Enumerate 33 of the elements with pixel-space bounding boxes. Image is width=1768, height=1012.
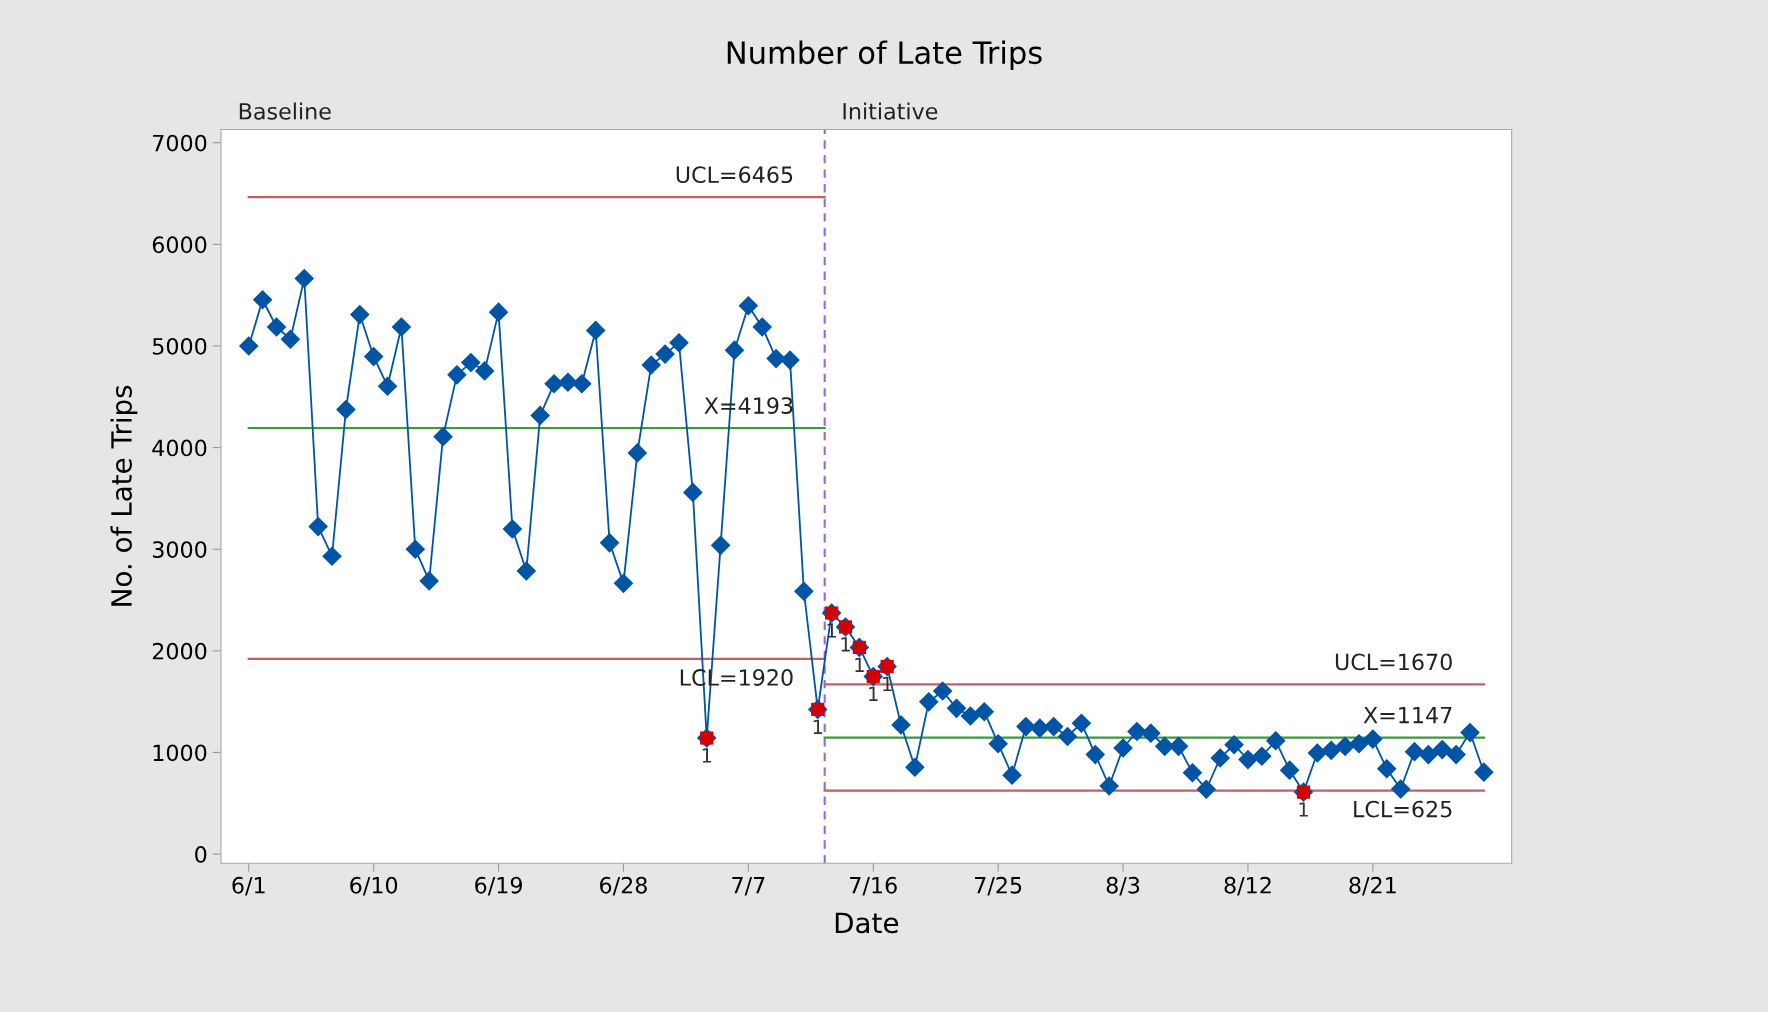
y-tick-label: 6000 [152,236,207,254]
x-tick-label: 7/25 [975,876,1022,896]
annotation: 1 [855,657,864,672]
annotation: 1 [702,748,712,763]
x-tick-label: 7/16 [850,876,897,896]
x-tick-label: 8/3 [1106,876,1140,896]
y-axis-title: No. of Late Trips [110,385,138,606]
annotation: 1 [841,637,850,652]
y-tick-label: 1000 [153,744,207,762]
y-tick-label: 2000 [152,642,207,660]
series-label: UCL=6465 [676,166,793,184]
x-axis-title: Date [835,912,899,934]
y-tick-label: 0 [195,846,207,863]
series-label: X=1147 [1363,706,1452,724]
x-tick-label: 6/1 [232,876,265,896]
x-tick-label: 8/12 [1224,876,1271,896]
chart-title: Number of Late Trips [727,40,1042,71]
y-tick-label: 7000 [153,134,207,152]
text: Initiative [843,102,938,120]
x-tick-label: 7/7 [732,877,765,896]
x-tick-label: 6/10 [350,876,398,896]
x-tick-label: 6/19 [475,876,522,896]
y-tick-label: 5000 [152,337,207,355]
series-label: UCL=1670 [1335,653,1452,671]
annotation: 1 [869,686,878,701]
annotation: 1 [1299,802,1308,817]
y-tick-label: 4000 [152,439,207,457]
x-tick-label: 6/28 [600,876,647,896]
annotation: 1 [813,719,823,734]
series-label: LCL=625 [1354,800,1452,818]
x-tick-label: 8/21 [1349,876,1396,896]
y-tick-label: 3000 [152,541,207,558]
text: Baseline [239,102,331,120]
